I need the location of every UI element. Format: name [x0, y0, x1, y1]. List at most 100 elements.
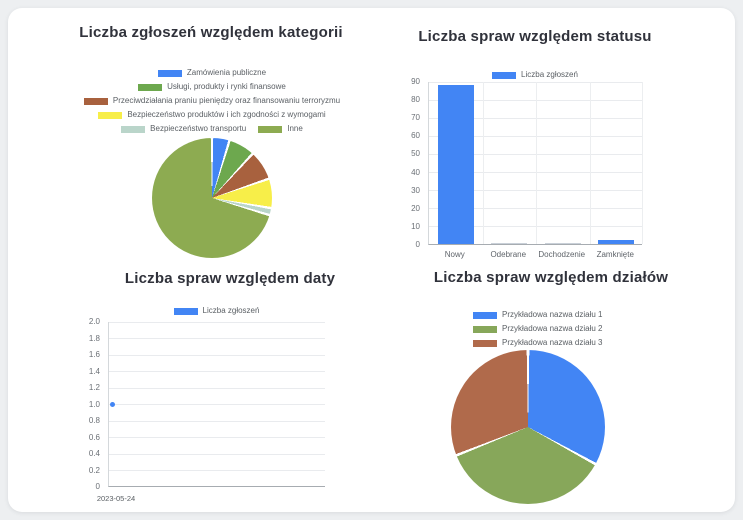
legend-row: Zamówienia publiczne: [36, 69, 388, 77]
legend-item-label: Liczba zgłoszeń: [202, 306, 260, 315]
legend-item-label: Przykładowa nazwa działu 1: [502, 310, 603, 319]
gridline: [429, 117, 642, 119]
legend-row: Usługi, produkty i rynki finansowe: [36, 83, 388, 91]
y-tick-label: 0: [415, 240, 420, 249]
legend-row: Przeciwdziałania praniu pieniędzy oraz f…: [36, 97, 388, 105]
legend-kategorie: Zamówienia publiczne Usługi, produkty i r…: [36, 69, 388, 139]
gridline: [429, 153, 642, 155]
daty-y-axis-labels: 2.0 1.8 1.6 1.4 1.2 1.0 0.8 0.6 0.4 0.2 0: [72, 318, 104, 491]
daty-x-tick-label: 2023-05-24: [96, 494, 136, 503]
legend-swatch: [473, 325, 497, 333]
gridline: [429, 99, 642, 101]
legend-item[interactable]: Przykładowa nazwa działu 1: [473, 311, 603, 319]
legend-row: Liczba zgłoszeń: [428, 71, 642, 79]
gridline: [642, 82, 643, 244]
y-tick-label: 1.4: [88, 366, 100, 376]
legend-item[interactable]: Inne: [258, 125, 303, 133]
chart-title-dzialy: Liczba spraw względem działów: [433, 269, 669, 286]
gridline: [109, 338, 325, 339]
y-tick-label: 30: [411, 185, 420, 195]
y-tick-label: 10: [411, 221, 420, 231]
y-tick-label: 1.8: [88, 333, 100, 343]
legend-item[interactable]: Przeciwdziałania praniu pieniędzy oraz f…: [83, 96, 341, 105]
legend-swatch: [173, 307, 198, 315]
legend-swatch: [157, 69, 182, 77]
legend-daty: Liczba zgłoszeń: [108, 307, 325, 321]
legend-swatch: [98, 111, 123, 119]
gridline: [109, 420, 325, 422]
chart-title-daty: Liczba spraw względem daty: [124, 270, 336, 287]
y-tick-label: 70: [411, 113, 420, 123]
legend-row: Bezpieczeństwo produktów i ich zgodności…: [36, 111, 388, 119]
legend-item[interactable]: Liczba zgłoszeń: [492, 71, 578, 79]
legend-swatch: [121, 125, 146, 133]
status-bar-plot[interactable]: [428, 81, 643, 245]
legend-swatch: [473, 339, 497, 347]
gridline: [109, 321, 325, 323]
gridline: [429, 81, 642, 83]
x-tick-label: Dochodzenie: [538, 250, 586, 259]
gridline: [109, 371, 325, 372]
daty-scatter-plot[interactable]: [108, 321, 325, 487]
gridline: [109, 387, 325, 389]
legend-row: Liczba zgłoszeń: [108, 307, 325, 315]
legend-item-label: Zamówienia publiczne: [186, 68, 267, 77]
legend-item-label: Liczba zgłoszeń: [521, 70, 578, 79]
x-tick-label: Odebrane: [490, 250, 527, 259]
y-tick-label: 0.8: [88, 416, 100, 425]
y-tick-label: 90: [411, 77, 420, 86]
gridline: [429, 208, 642, 210]
y-tick-label: 60: [411, 131, 420, 141]
legend-item[interactable]: Przykładowa nazwa działu 3: [473, 339, 603, 347]
gridline: [109, 437, 325, 438]
gridline: [109, 354, 325, 356]
legend-row: Bezpieczeństwo transportu Inne: [36, 125, 388, 133]
y-tick-label: 1.6: [88, 350, 100, 359]
gridline: [109, 453, 325, 455]
legend-item[interactable]: Usługi, produkty i rynki finansowe: [138, 83, 286, 91]
y-tick-label: 0.4: [88, 449, 100, 458]
legend-swatch: [492, 71, 517, 79]
kategorie-pie-chart[interactable]: [152, 138, 272, 258]
y-tick-label: 80: [411, 95, 420, 105]
dzialy-pie-chart[interactable]: [451, 350, 605, 504]
bar-odebrane: [491, 243, 528, 244]
status-y-axis-labels: 90 80 70 60 50 40 30 20 10 0: [396, 78, 424, 249]
bar-zamknięte: [598, 240, 635, 244]
legend-item[interactable]: Przykładowa nazwa działu 2: [473, 325, 603, 333]
legend-row: Przykładowa nazwa działu 1: [467, 311, 687, 319]
y-tick-label: 0.6: [88, 432, 100, 442]
gridline: [536, 82, 537, 244]
x-tick-label: Nowy: [444, 250, 465, 259]
legend-item[interactable]: Bezpieczeństwo transportu: [121, 125, 246, 133]
y-tick-label: 0: [95, 482, 100, 491]
legend-item-label: Przykładowa nazwa działu 2: [502, 324, 603, 333]
legend-item-label: Bezpieczeństwo transportu: [150, 124, 247, 133]
gridline: [589, 82, 591, 244]
legend-item[interactable]: Zamówienia publiczne: [157, 68, 267, 77]
gridline: [482, 82, 484, 244]
legend-dzialy: Przykładowa nazwa działu 1 Przykładowa na…: [467, 311, 687, 353]
bar-nowy: [437, 85, 474, 244]
y-tick-label: 1.0: [88, 399, 100, 409]
legend-item[interactable]: Liczba zgłoszeń: [173, 306, 260, 315]
gridline: [109, 470, 325, 471]
legend-item-label: Bezpieczeństwo produktów i ich zgodności…: [127, 110, 326, 119]
legend-swatch: [473, 311, 497, 319]
y-tick-label: 0.2: [88, 465, 100, 475]
legend-item-label: Przeciwdziałania praniu pieniędzy oraz f…: [112, 96, 341, 105]
bar-dochodzenie: [544, 243, 581, 244]
gridline: [429, 226, 642, 228]
gridline: [429, 190, 642, 192]
gridline: [429, 172, 642, 174]
legend-item[interactable]: Bezpieczeństwo produktów i ich zgodności…: [98, 110, 326, 119]
chart-title-kategorie: Liczba zgłoszeń względem kategorii: [79, 24, 343, 41]
status-x-axis-labels: Nowy Odebrane Dochodzenie Zamknięte: [428, 250, 642, 260]
gridline: [429, 135, 642, 137]
y-tick-label: 50: [411, 149, 420, 159]
legend-item-label: Przykładowa nazwa działu 3: [502, 338, 603, 347]
chart-title-status: Liczba spraw względem statusu: [418, 28, 652, 45]
legend-row: Przykładowa nazwa działu 2: [467, 325, 687, 333]
legend-item-label: Inne: [287, 124, 303, 133]
